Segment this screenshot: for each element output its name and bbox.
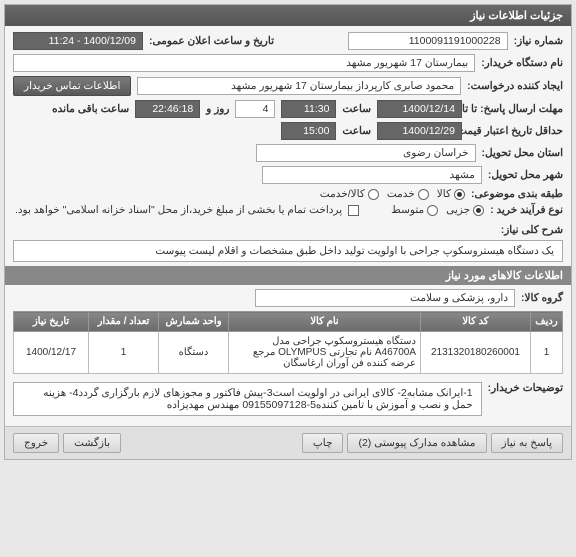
reply-button[interactable]: پاسخ به نیاز [491, 433, 563, 453]
process-radio-group: جزیی متوسط [391, 204, 484, 216]
need-no-field: 1100091191000228 [348, 32, 508, 50]
hour-label-2: ساعت [342, 125, 371, 137]
th-date: تاریخ نیاز [14, 312, 89, 332]
general-desc-label: شرح کلی نیاز: [501, 224, 563, 236]
days-field: 4 [235, 100, 275, 118]
province-label: استان محل تحویل: [482, 147, 563, 159]
th-qty: تعداد / مقدار [89, 312, 159, 332]
radio-goods[interactable]: کالا [437, 188, 465, 200]
footer-bar: پاسخ به نیاز مشاهده مدارک پیوستی (2) چاپ… [5, 426, 571, 459]
radio-dot-icon [454, 189, 465, 200]
cell-qty: 1 [89, 332, 159, 374]
requester-label: ایجاد کننده درخواست: [467, 80, 563, 92]
radio-dot-icon [473, 205, 484, 216]
subject-radio-group: کالا خدمت کالا/خدمت [320, 188, 465, 200]
city-field: مشهد [262, 166, 482, 184]
radio-small[interactable]: جزیی [446, 204, 484, 216]
radio-service[interactable]: خدمت [387, 188, 429, 200]
price-validity-label: حداقل تاریخ اعتبار قیمت: تا تاریخ: [468, 125, 563, 137]
remaining-time-field: 22:46:18 [135, 100, 200, 118]
radio-dot-icon [418, 189, 429, 200]
th-name: نام کالا [229, 312, 421, 332]
panel-title: جزئیات اطلاعات نیاز [5, 5, 571, 26]
buyer-org-field: بیمارستان 17 شهریور مشهد [13, 54, 475, 72]
need-no-label: شماره نیاز: [514, 35, 563, 47]
radio-both[interactable]: کالا/خدمت [320, 188, 379, 200]
pay-note: پرداخت تمام یا بخشی از مبلغ خرید،از محل … [15, 204, 342, 216]
announce-field: 1400/12/09 - 11:24 [13, 32, 143, 50]
announce-label: تاریخ و ساعت اعلان عمومی: [149, 35, 274, 47]
reply-date-field: 1400/12/14 [377, 100, 462, 118]
hour-label-1: ساعت [342, 103, 371, 115]
radio-dot-icon [427, 205, 438, 216]
cell-unit: دستگاه [159, 332, 229, 374]
price-date-field: 1400/12/29 [377, 122, 462, 140]
cell-row: 1 [531, 332, 563, 374]
process-label: نوع فرآیند خرید : [490, 204, 563, 216]
reply-deadline-label: مهلت ارسال پاسخ: تا تاریخ: [468, 103, 563, 115]
cell-code: 2131320180260001 [421, 332, 531, 374]
checkbox-icon [348, 205, 359, 216]
city-label: شهر محل تحویل: [488, 169, 563, 181]
cell-name: دستگاه هیستروسکوپ جراحی مدل A46700A نام … [229, 332, 421, 374]
th-row: ردیف [531, 312, 563, 332]
subject-cat-label: طبقه بندی موضوعی: [471, 188, 563, 200]
attachments-button[interactable]: مشاهده مدارک پیوستی (2) [347, 433, 486, 453]
buyer-notes-label: توضیحات خریدار: [488, 382, 563, 394]
back-button[interactable]: بازگشت [63, 433, 121, 453]
exit-button[interactable]: خروج [13, 433, 59, 453]
goods-group-label: گروه کالا: [521, 292, 563, 304]
items-table: ردیف کد کالا نام کالا واحد شمارش تعداد /… [13, 311, 563, 374]
reply-time-field: 11:30 [281, 100, 336, 118]
remaining-label: ساعت باقی مانده [52, 103, 129, 115]
buyer-notes-box: 1-ایرانک مشابه2- کالای ایرانی در اولویت … [13, 382, 482, 416]
contact-info-button[interactable]: اطلاعات تماس خریدار [13, 76, 131, 96]
cell-date: 1400/12/17 [14, 332, 89, 374]
table-header-row: ردیف کد کالا نام کالا واحد شمارش تعداد /… [14, 312, 563, 332]
days-label: روز و [206, 103, 229, 115]
print-button[interactable]: چاپ [302, 433, 344, 453]
goods-group-field: دارو، پزشکی و سلامت [255, 289, 515, 307]
price-time-field: 15:00 [281, 122, 336, 140]
radio-dot-icon [368, 189, 379, 200]
th-code: کد کالا [421, 312, 531, 332]
table-row: 1 2131320180260001 دستگاه هیستروسکوپ جرا… [14, 332, 563, 374]
treasury-checkbox[interactable] [348, 205, 359, 216]
radio-medium[interactable]: متوسط [391, 204, 438, 216]
province-field: خراسان رضوی [256, 144, 476, 162]
general-desc-box: یک دستگاه هیستروسکوپ جراحی با اولویت تول… [13, 240, 563, 262]
items-header: اطلاعات کالاهای مورد نیاز [5, 266, 571, 285]
buyer-org-label: نام دستگاه خریدار: [481, 57, 563, 69]
th-unit: واحد شمارش [159, 312, 229, 332]
requester-field: محمود صابری کارپرداز بیمارستان 17 شهریور… [137, 77, 461, 95]
